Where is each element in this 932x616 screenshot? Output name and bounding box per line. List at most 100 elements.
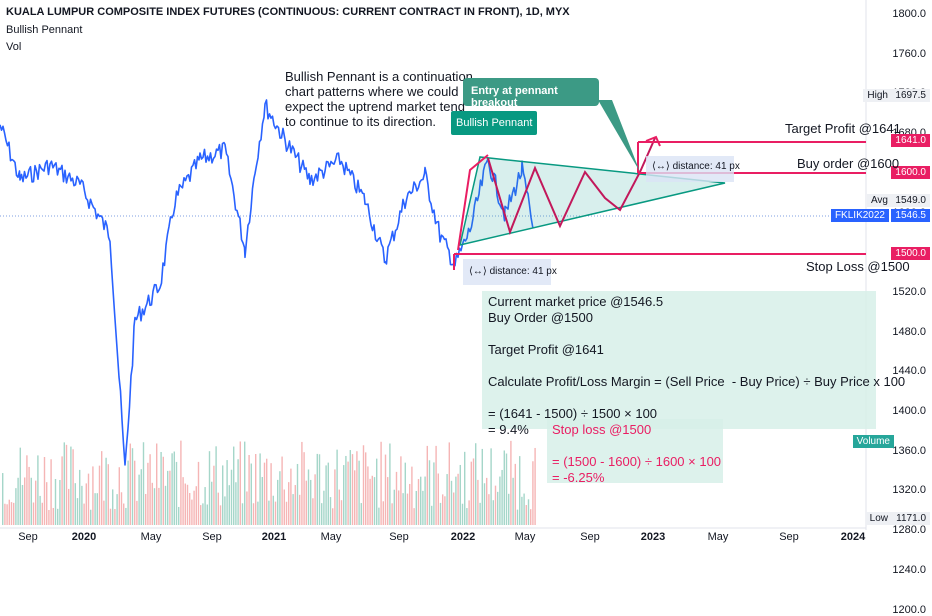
chart-canvas[interactable] [0, 0, 932, 550]
volume-bar [505, 453, 508, 525]
distance-measure-lower[interactable] [463, 259, 551, 285]
stop-loss-calculation-note[interactable]: Stop loss @1500 = (1500 - 1600) ÷ 1600 ×… [552, 422, 722, 485]
volume-bar [65, 444, 68, 525]
volume-bar [373, 477, 376, 525]
volume-bar [57, 508, 59, 525]
distance-measure-upper[interactable] [646, 156, 734, 182]
stop-box-bg [547, 419, 723, 483]
study-label[interactable]: Bullish Pennant [6, 24, 83, 36]
volume-bar [239, 441, 241, 525]
volume-bar [189, 493, 191, 525]
volume-bar [448, 442, 450, 525]
volume-bar [63, 442, 65, 525]
volume-label[interactable]: Vol [6, 41, 22, 53]
price-tick-label: 1760.0 [892, 47, 926, 60]
volume-bar [123, 503, 125, 525]
volume-bar [151, 482, 153, 525]
pennant-badge[interactable]: Bullish Pennant [451, 111, 538, 135]
volume-bar [497, 491, 499, 525]
measure-icon: ⟨↔⟩ [469, 266, 490, 277]
volume-bar [26, 455, 28, 525]
volume-bar [494, 485, 497, 525]
volume-bar [112, 489, 114, 525]
volume-bar [395, 471, 398, 525]
volume-bar [28, 466, 30, 525]
volume-bar [393, 489, 395, 525]
volume-bar [50, 459, 52, 525]
volume-bar [336, 449, 338, 525]
volume-bar [101, 451, 103, 525]
chart-title: KUALA LUMPUR COMPOSITE INDEX FUTURES (CO… [6, 6, 570, 18]
volume-bar [292, 494, 294, 525]
volume-bar [316, 453, 318, 525]
volume-bar [461, 503, 464, 525]
low-value: 1171.0 [892, 512, 930, 525]
volume-bar [277, 479, 279, 525]
volume-bar [98, 465, 101, 525]
volume-bar [329, 497, 332, 525]
target-profit-label[interactable]: Target Profit @1641 [785, 121, 901, 136]
volume-bar [147, 462, 149, 525]
volume-bar [472, 458, 475, 525]
time-tick-label: Sep [389, 531, 409, 543]
volume-bar [314, 474, 316, 525]
pennant-description-note[interactable]: Bullish Pennant is a continuation chart … [285, 69, 473, 129]
volume-bar [270, 463, 272, 525]
volume-bar [358, 460, 360, 525]
volume-bar [367, 466, 369, 525]
volume-bar [79, 469, 81, 525]
calculation-note[interactable]: Current market price @1546.5 Buy Order @… [488, 294, 906, 437]
buy-order-label[interactable]: Buy order @1600 [797, 156, 900, 171]
time-tick-label: Sep [18, 531, 38, 543]
volume-bar [389, 443, 391, 525]
volume-bar [169, 470, 171, 525]
volume-bar [208, 451, 211, 525]
volume-bar [149, 454, 151, 525]
volume-bar [134, 460, 136, 525]
volume-bar [8, 499, 10, 525]
volume-bar [380, 441, 382, 525]
volume-bar [180, 440, 182, 525]
volume-bar [402, 493, 404, 525]
volume-bar [46, 482, 48, 525]
volume-bar [351, 454, 354, 525]
volume-bar [127, 460, 129, 525]
volume-bar [272, 495, 274, 525]
volume-bar [279, 471, 281, 525]
stop-loss-label[interactable]: Stop Loss @1500 [806, 259, 910, 274]
volume-bar [255, 454, 257, 525]
volume-bar [197, 461, 200, 525]
measure-icon: ⟨↔⟩ [652, 161, 673, 172]
time-tick-label: 2022 [450, 531, 476, 543]
volume-bar [246, 491, 248, 525]
volume-bar [439, 502, 442, 525]
volume-bar [85, 483, 87, 525]
volume-bar [354, 470, 356, 525]
volume-bar [303, 452, 305, 525]
volume-bar [109, 508, 112, 525]
time-tick-label: Sep [779, 531, 799, 543]
time-tick-label: May [140, 531, 162, 543]
volume-bar [360, 503, 362, 525]
entry-callout[interactable]: Entry at pennant breakout [463, 78, 599, 109]
volume-bar [41, 502, 43, 525]
volume-bar [281, 456, 283, 525]
time-tick-label: May [707, 531, 729, 543]
volume-bar [120, 492, 123, 525]
volume-bar [466, 508, 468, 525]
volume-bar [116, 494, 118, 525]
volume-bar [334, 469, 336, 525]
volume-bar [327, 462, 329, 525]
volume-bar [204, 487, 206, 525]
volume-bar [92, 466, 94, 525]
volume-bar [230, 469, 233, 525]
volume-bar [248, 454, 250, 525]
volume-bar [294, 485, 296, 525]
volume-bar [534, 447, 536, 525]
volume-bar [107, 464, 109, 525]
volume-bar [43, 457, 46, 525]
volume-bar [464, 451, 466, 525]
volume-bar [378, 507, 380, 525]
volume-bar [259, 453, 261, 525]
volume-bar [76, 498, 79, 525]
